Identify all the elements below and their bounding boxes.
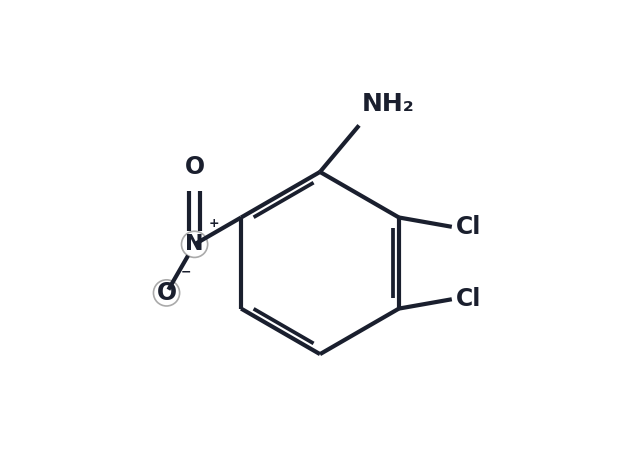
Text: Cl: Cl <box>456 215 481 239</box>
Text: N: N <box>186 235 204 254</box>
Text: O: O <box>184 155 205 179</box>
Text: +: + <box>209 217 220 230</box>
Text: −: − <box>181 266 191 279</box>
Text: Cl: Cl <box>456 287 481 311</box>
Text: NH₂: NH₂ <box>362 92 414 116</box>
Text: O: O <box>156 281 177 305</box>
